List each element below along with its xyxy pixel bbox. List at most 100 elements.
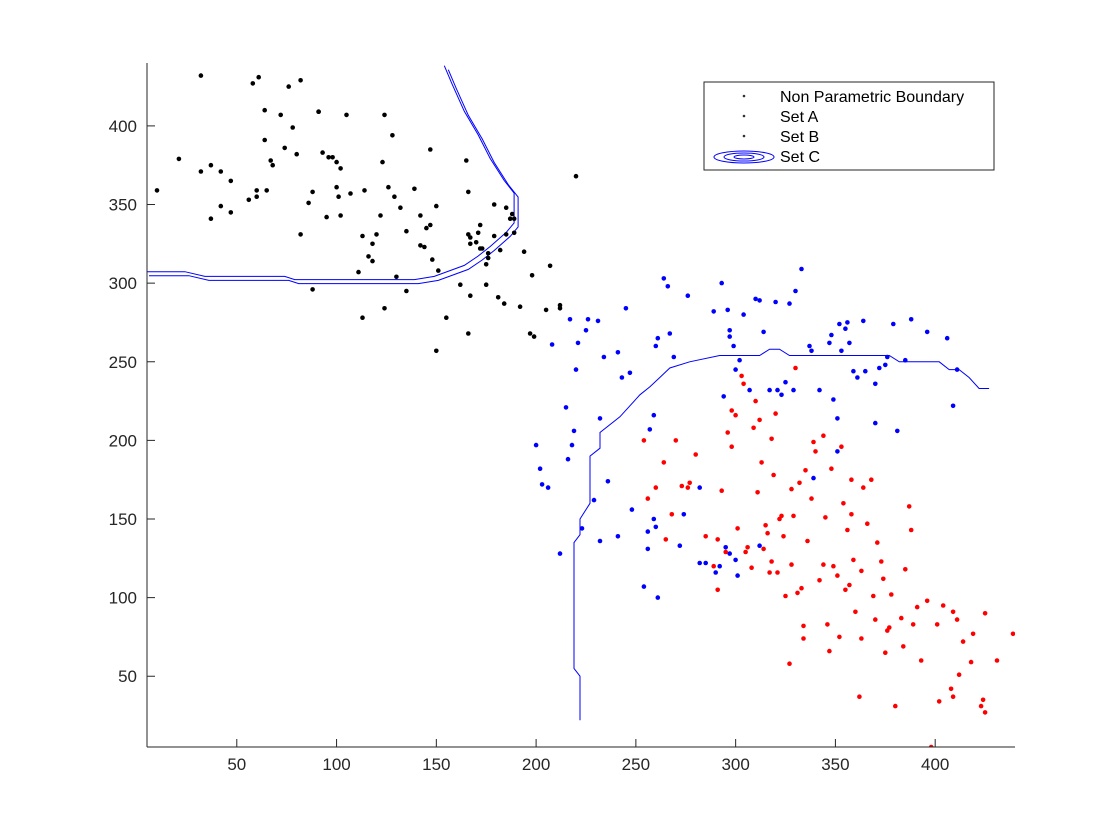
data-point (597, 416, 603, 421)
data-point (801, 623, 806, 629)
data-point (835, 573, 840, 578)
data-point (404, 228, 409, 234)
x-tick-label: 300 (721, 755, 749, 774)
data-point (950, 403, 956, 409)
data-point (873, 617, 878, 622)
data-point (749, 565, 754, 570)
data-point (747, 387, 752, 393)
data-point (434, 203, 439, 209)
data-point (769, 436, 774, 442)
data-point (595, 318, 601, 324)
data-point (434, 348, 439, 354)
data-point (763, 523, 768, 528)
data-point (903, 567, 908, 572)
data-point (338, 213, 343, 218)
data-point (787, 301, 792, 306)
data-point (370, 241, 375, 247)
data-point (687, 480, 692, 486)
data-point (713, 570, 718, 575)
data-point (723, 545, 728, 550)
data-point (386, 184, 391, 190)
data-point (827, 340, 832, 346)
data-point (645, 546, 651, 552)
data-point (887, 625, 892, 630)
data-point (873, 381, 878, 387)
data-point (994, 658, 1000, 663)
data-point (436, 268, 441, 273)
data-point (1010, 631, 1015, 637)
data-point (503, 232, 509, 237)
data-point (262, 137, 268, 143)
data-point (661, 276, 667, 281)
data-point (703, 560, 708, 566)
data-point (883, 650, 888, 655)
legend-label: Non Parametric Boundary (780, 89, 964, 106)
data-point (569, 442, 575, 448)
data-point (647, 427, 653, 432)
data-point (899, 615, 904, 621)
data-point (773, 299, 778, 305)
data-point (715, 587, 720, 593)
data-point (843, 326, 848, 332)
data-point (885, 354, 890, 360)
data-point (813, 449, 818, 454)
data-point (757, 298, 762, 303)
data-point (479, 246, 485, 251)
data-point (950, 609, 956, 615)
data-point (254, 188, 259, 193)
data-point (495, 295, 501, 300)
data-point (936, 699, 942, 704)
data-point (334, 159, 339, 165)
data-point (256, 74, 262, 80)
series-set-b (533, 266, 960, 600)
data-point (835, 449, 840, 454)
data-point (803, 468, 808, 473)
data-point (412, 186, 417, 192)
data-point (873, 420, 878, 426)
data-point (978, 703, 984, 709)
data-point (282, 145, 288, 151)
data-point (693, 452, 698, 457)
data-point (837, 321, 842, 327)
data-point (797, 480, 802, 486)
data-point (733, 557, 738, 563)
data-point (735, 573, 740, 578)
data-point (685, 485, 691, 490)
data-point (491, 202, 497, 207)
data-point (739, 373, 744, 379)
data-point (847, 340, 852, 346)
data-point (306, 200, 311, 206)
data-point (757, 417, 762, 423)
boundary-lower-line-1 (573, 348, 990, 721)
data-point (458, 282, 463, 288)
data-point (940, 603, 946, 608)
x-tick-label: 350 (821, 755, 849, 774)
data-point (697, 485, 702, 490)
data-point (827, 648, 832, 654)
data-point (250, 81, 256, 86)
data-point (982, 611, 988, 616)
data-point (254, 194, 259, 199)
data-point (685, 293, 691, 299)
y-tick-label: 250 (109, 353, 137, 372)
boundary-upper-line-1 (147, 65, 515, 281)
data-point (759, 460, 764, 465)
legend-marker (742, 94, 746, 98)
data-point (910, 622, 916, 627)
data-point (485, 255, 491, 261)
data-point (757, 543, 762, 548)
data-point (509, 211, 515, 217)
data-point (382, 112, 387, 118)
data-point (875, 540, 880, 545)
x-tick-label: 150 (422, 755, 450, 774)
data-point (430, 257, 435, 262)
data-point (895, 428, 900, 434)
data-point (444, 315, 449, 321)
y-tick-label: 50 (118, 667, 137, 686)
data-point (793, 365, 798, 371)
data-point (906, 504, 912, 509)
data-point (428, 147, 433, 152)
legend-label: Set A (780, 109, 819, 126)
data-point (468, 235, 473, 240)
data-point (228, 210, 234, 215)
